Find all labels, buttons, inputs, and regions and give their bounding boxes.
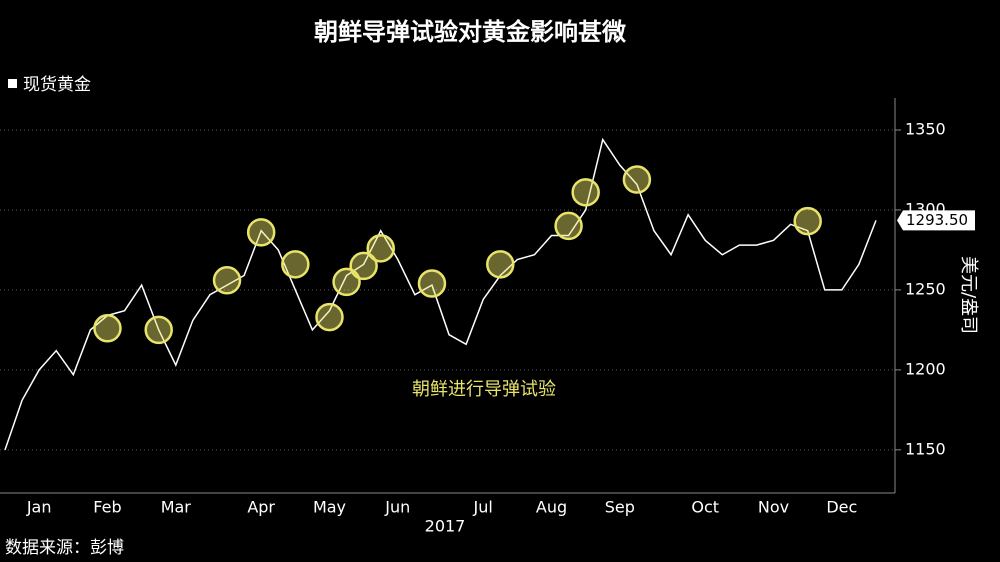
event-marker — [366, 234, 395, 263]
event-marker — [793, 206, 822, 236]
x-tick-label: Sep — [605, 498, 635, 517]
x-tick-label: Jul — [473, 498, 493, 517]
chart-title: 朝鲜导弹试验对黄金影响甚微 — [314, 18, 626, 46]
x-tick-label: Aug — [536, 498, 567, 517]
value-label-box — [897, 210, 975, 231]
event-marker — [93, 314, 122, 343]
x-tick-label: Mar — [161, 498, 192, 517]
x-tick-label: Dec — [826, 498, 857, 517]
event-marker — [349, 251, 378, 281]
x-axis-label: 2017 — [425, 517, 466, 536]
event-marker — [417, 269, 447, 298]
x-tick-label: Apr — [247, 498, 275, 517]
value-label: 1293.50 — [906, 211, 968, 229]
event-marker — [212, 266, 242, 295]
event-marker — [315, 302, 344, 332]
x-tick-label: Jan — [26, 498, 52, 517]
y-tick-label: 1200 — [905, 359, 946, 378]
event-marker — [554, 211, 583, 241]
line — [4, 137, 877, 451]
x-tick-label: Nov — [758, 498, 789, 517]
legend-swatch — [8, 79, 17, 88]
x-tick-label: Oct — [691, 498, 719, 517]
y-tick-label: 1150 — [905, 439, 946, 458]
x-tick-label: May — [313, 498, 346, 517]
event-marker — [281, 250, 310, 279]
legend-label: 现货黄金 — [23, 75, 91, 95]
x-tick-label: Feb — [93, 498, 121, 517]
y-axis-label: 美元/盎司 — [958, 256, 979, 334]
y-tick-label: 1250 — [905, 279, 946, 298]
event-marker — [622, 165, 652, 194]
event-marker — [246, 218, 276, 247]
annotation: 朝鲜进行导弹试验 — [412, 379, 556, 400]
event-marker — [486, 250, 515, 279]
event-marker — [144, 315, 173, 345]
y-tick-label: 1350 — [905, 119, 946, 138]
source: 数据来源：彭博 — [5, 538, 124, 558]
x-tick-label: Jun — [384, 498, 410, 517]
event-marker — [571, 178, 600, 207]
